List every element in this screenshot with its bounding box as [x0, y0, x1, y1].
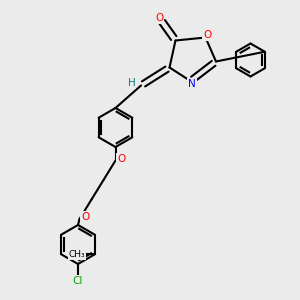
Text: H: H [128, 77, 135, 88]
Text: N: N [188, 79, 196, 89]
Text: CH₃: CH₃ [69, 250, 85, 259]
Text: Cl: Cl [73, 276, 83, 286]
Text: O: O [203, 29, 211, 40]
Text: O: O [81, 212, 90, 223]
Text: O: O [155, 13, 163, 23]
Text: O: O [117, 154, 126, 164]
